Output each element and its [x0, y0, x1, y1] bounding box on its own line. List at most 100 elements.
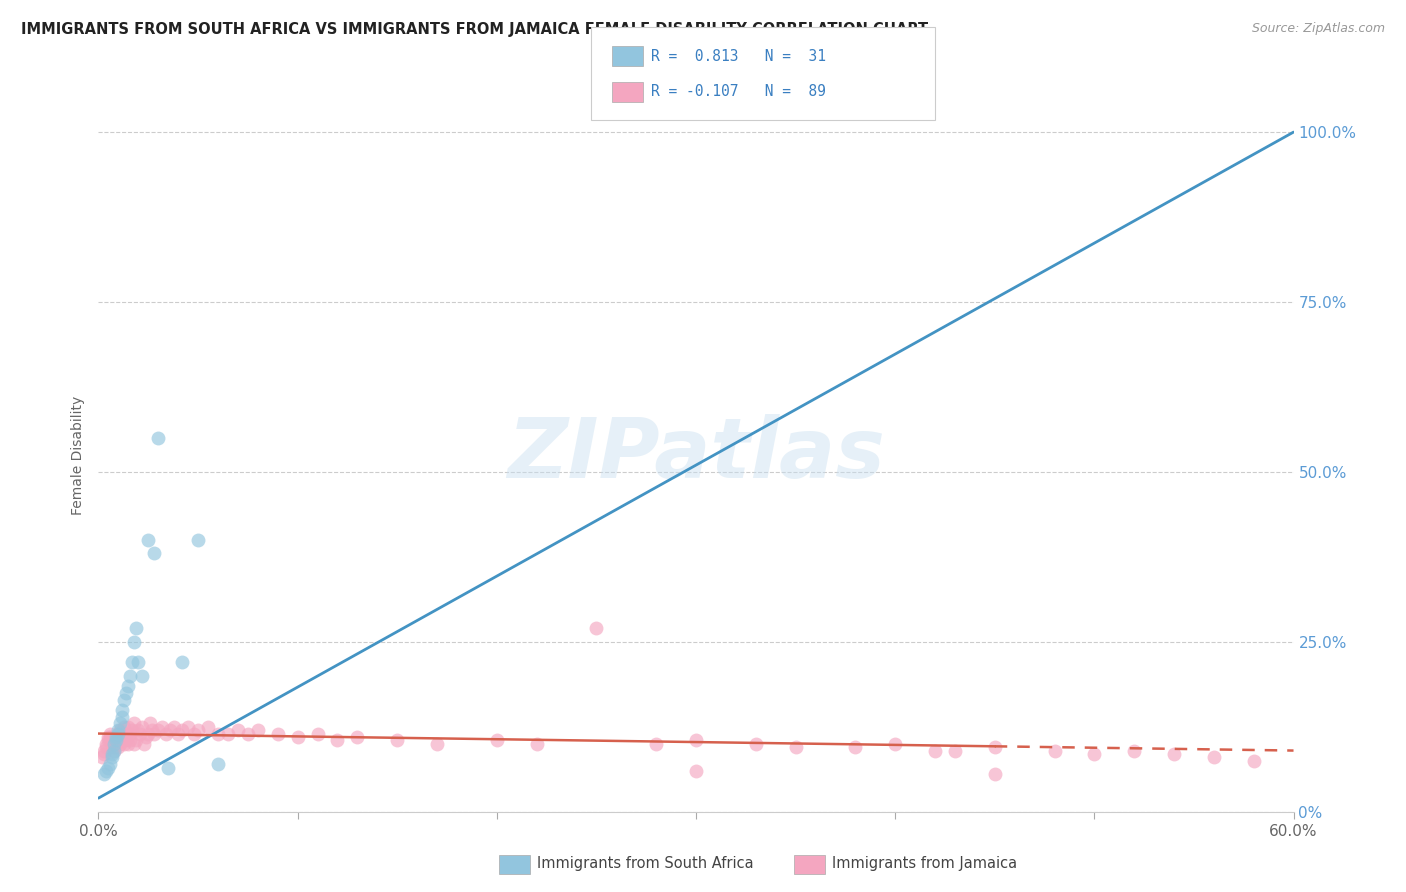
Point [177, 720, 200, 734]
Point [131, 720, 153, 734]
Point [105, 730, 128, 744]
Point [110, 723, 132, 738]
Point [112, 720, 135, 734]
Point [107, 726, 129, 740]
Point [1243, 754, 1265, 768]
Point [100, 730, 122, 744]
Point [124, 635, 146, 649]
Point [115, 733, 138, 747]
Point [101, 750, 124, 764]
Point [1163, 747, 1185, 761]
Point [844, 740, 866, 755]
Point [107, 740, 129, 755]
Point [1043, 743, 1066, 757]
Point [103, 743, 125, 757]
Point [426, 737, 449, 751]
Point [884, 737, 907, 751]
Point [187, 723, 209, 738]
Point [105, 733, 128, 747]
Point [685, 733, 707, 747]
Point [103, 737, 125, 751]
Point [159, 723, 181, 738]
Point [121, 655, 143, 669]
Point [125, 621, 148, 635]
Point [121, 723, 143, 738]
Point [148, 431, 170, 445]
Point [111, 703, 134, 717]
Point [136, 533, 159, 547]
Text: ZIPatlas: ZIPatlas [508, 415, 884, 495]
Point [984, 767, 1007, 781]
Point [127, 723, 149, 738]
Point [124, 716, 146, 731]
Point [183, 726, 205, 740]
Point [148, 723, 170, 738]
Point [143, 726, 166, 740]
Point [167, 726, 190, 740]
Point [943, 743, 966, 757]
Point [984, 740, 1007, 755]
Point [117, 720, 139, 734]
Point [307, 726, 329, 740]
Point [1083, 747, 1105, 761]
Point [346, 730, 368, 744]
Point [97, 760, 120, 774]
Point [197, 720, 219, 734]
Point [187, 533, 209, 547]
Point [101, 733, 124, 747]
Point [155, 726, 177, 740]
Point [127, 655, 149, 669]
Point [96, 764, 118, 778]
Point [101, 730, 124, 744]
Point [217, 726, 239, 740]
Text: Source: ZipAtlas.com: Source: ZipAtlas.com [1251, 22, 1385, 36]
Point [526, 737, 548, 751]
Point [139, 716, 162, 731]
Point [172, 723, 194, 738]
Point [585, 621, 607, 635]
Point [103, 740, 125, 755]
Point [134, 737, 156, 751]
Point [115, 726, 138, 740]
Point [207, 757, 229, 772]
Point [93, 767, 115, 781]
Point [135, 730, 157, 744]
Point [93, 747, 115, 761]
Text: Immigrants from South Africa: Immigrants from South Africa [537, 856, 754, 871]
Point [143, 546, 166, 560]
Point [246, 723, 269, 738]
Point [97, 730, 120, 744]
Point [100, 757, 122, 772]
Point [226, 723, 249, 738]
Point [91, 750, 114, 764]
Point [385, 733, 409, 747]
Point [103, 733, 125, 747]
Point [111, 709, 134, 723]
Point [96, 737, 118, 751]
Text: R = -0.107   N =  89: R = -0.107 N = 89 [651, 85, 825, 99]
Point [101, 747, 124, 761]
Text: R =  0.813   N =  31: R = 0.813 N = 31 [651, 49, 825, 63]
Text: Immigrants from Jamaica: Immigrants from Jamaica [832, 856, 1018, 871]
Point [107, 733, 129, 747]
Point [131, 669, 153, 683]
Point [93, 743, 115, 757]
Point [107, 723, 129, 738]
Point [1202, 750, 1225, 764]
Point [136, 726, 159, 740]
Point [157, 760, 180, 774]
Point [112, 692, 135, 706]
Point [105, 737, 128, 751]
Point [207, 726, 229, 740]
Point [117, 679, 139, 693]
Point [745, 737, 768, 751]
Point [129, 726, 152, 740]
Point [110, 716, 132, 731]
Point [125, 733, 148, 747]
Point [287, 730, 309, 744]
Point [685, 764, 707, 778]
Point [97, 733, 120, 747]
Point [115, 686, 138, 700]
Point [107, 726, 129, 740]
Text: IMMIGRANTS FROM SOUTH AFRICA VS IMMIGRANTS FROM JAMAICA FEMALE DISABILITY CORREL: IMMIGRANTS FROM SOUTH AFRICA VS IMMIGRAN… [21, 22, 928, 37]
